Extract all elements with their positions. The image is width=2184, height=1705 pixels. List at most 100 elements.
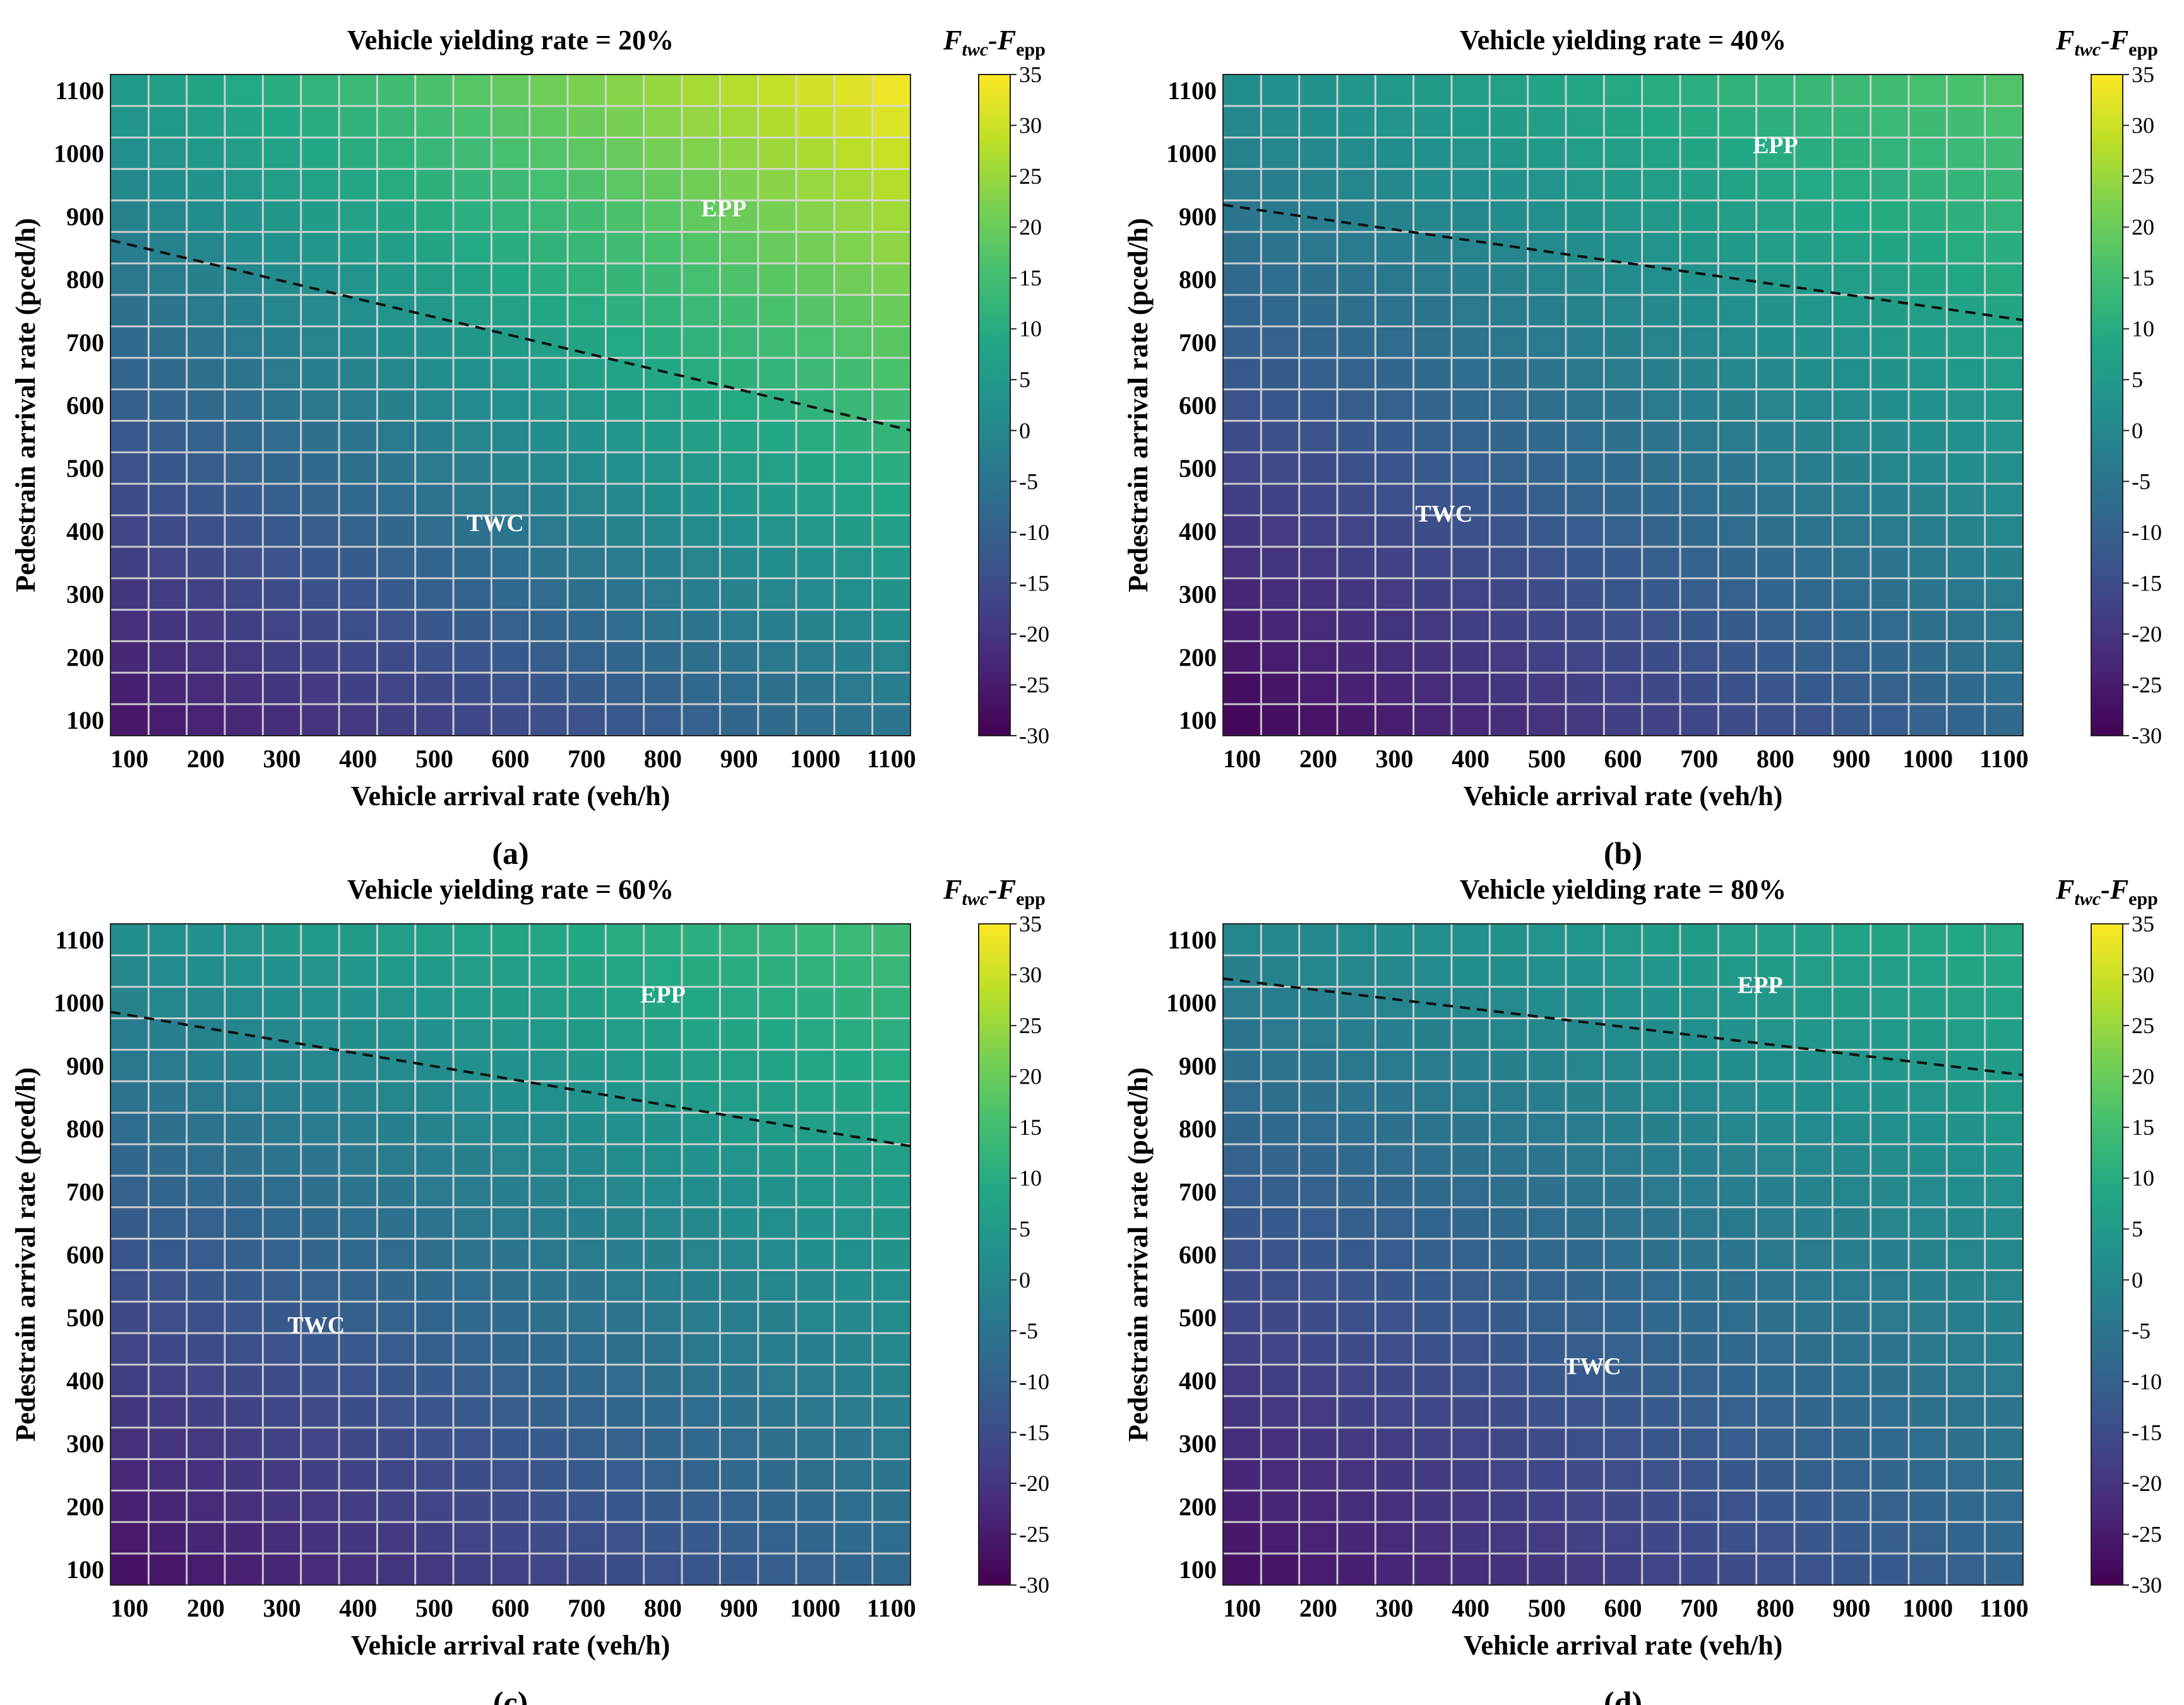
heatmap-cell — [1375, 263, 1414, 296]
heatmap-cell — [1413, 452, 1452, 484]
heatmap-cell — [606, 955, 645, 988]
heatmap-cell — [682, 1018, 720, 1051]
heatmap-cell — [415, 200, 454, 232]
heatmap-cell — [834, 1050, 873, 1082]
heatmap-cell — [415, 578, 454, 611]
heatmap-cell — [1413, 1175, 1452, 1208]
heatmap-cell — [453, 169, 492, 201]
heatmap-cell — [1413, 421, 1452, 453]
heatmap-cell — [1794, 1113, 1833, 1145]
x-tick-label: 600 — [1604, 1594, 1642, 1622]
heatmap-cell — [1947, 1175, 1986, 1208]
heatmap-cell — [1832, 1144, 1871, 1176]
heatmap-cell — [1680, 1459, 1719, 1492]
heatmap-cell — [1413, 546, 1452, 579]
heatmap-cell — [1909, 484, 1947, 516]
heatmap-cell — [1909, 1081, 1947, 1113]
heatmap-cell — [1452, 105, 1490, 138]
heatmap-cell — [1870, 200, 1909, 232]
heatmap-cell — [148, 105, 188, 138]
heatmap-cell — [1452, 955, 1490, 988]
heatmap-cell — [415, 389, 454, 422]
heatmap-cell — [1261, 326, 1300, 359]
x-tick-label: 400 — [339, 1594, 377, 1622]
heatmap-cell — [1642, 924, 1681, 956]
heatmap-cell — [1413, 1396, 1452, 1428]
heatmap-cell — [872, 1459, 911, 1492]
heatmap-cell — [415, 1018, 454, 1051]
heatmap-cell — [110, 1365, 149, 1397]
heatmap-cell — [1642, 295, 1681, 327]
heatmap-cell — [1299, 263, 1338, 296]
heatmap-cell — [1223, 1081, 1262, 1113]
heatmap-cell — [758, 1427, 797, 1460]
heatmap-cell — [339, 1490, 378, 1523]
heatmap-cell — [1452, 1396, 1490, 1428]
heatmap-cell — [1261, 169, 1300, 201]
heatmap-cell — [1984, 169, 2024, 201]
colorbar-title-f: F — [2055, 25, 2074, 56]
heatmap-cell — [1794, 1427, 1833, 1460]
heatmap-cell — [1489, 955, 1529, 988]
heatmap-cell — [186, 200, 225, 232]
heatmap-cell — [110, 673, 149, 705]
heatmap-cell — [186, 357, 225, 390]
heatmap-cell — [1718, 389, 1757, 422]
heatmap-cell — [682, 1050, 720, 1082]
heatmap-cell — [682, 1238, 720, 1271]
y-tick-label: 600 — [66, 392, 104, 420]
colorbar-tick-label: -10 — [2132, 520, 2162, 545]
heatmap-cell — [339, 421, 378, 453]
heatmap-cell — [1452, 1175, 1490, 1208]
heatmap-cell — [110, 1427, 149, 1460]
heatmap-cell — [186, 1396, 225, 1428]
heatmap-cell — [796, 1207, 835, 1240]
heatmap-cell — [1527, 1427, 1566, 1460]
heatmap-cell — [1261, 1081, 1300, 1113]
heatmap-cell — [1870, 1207, 1909, 1240]
colorbar-tick-label: -15 — [1019, 1420, 1049, 1445]
heatmap-cell — [1832, 515, 1871, 547]
heatmap-cell — [1680, 137, 1719, 170]
y-tick-label: 300 — [1179, 1430, 1217, 1458]
heatmap-cell — [568, 137, 606, 170]
heatmap-cell — [1756, 326, 1795, 359]
heatmap-cell — [453, 1333, 492, 1365]
heatmap-cell — [1604, 546, 1643, 579]
heatmap-cell — [186, 578, 225, 611]
heatmap-cell — [720, 1365, 759, 1397]
heatmap-cell — [1566, 169, 1604, 201]
heatmap-cell — [1489, 578, 1529, 611]
heatmap-cell — [1527, 1081, 1566, 1113]
heatmap-cell — [872, 1018, 911, 1051]
x-tick-label: 300 — [263, 1594, 301, 1622]
heatmap-cell — [1832, 924, 1871, 956]
heatmap-cell — [415, 484, 454, 516]
heatmap-cell — [1604, 421, 1643, 453]
heatmap-cell — [796, 1459, 835, 1492]
heatmap-cell — [1718, 1270, 1757, 1302]
heatmap-cell — [1527, 484, 1566, 516]
heatmap-cell — [415, 704, 454, 736]
heatmap-cell — [186, 137, 225, 170]
heatmap-cell — [339, 75, 378, 107]
heatmap-cell — [339, 137, 378, 170]
heatmap-cell — [606, 169, 645, 201]
heatmap-cell — [1642, 263, 1681, 296]
heatmap-cell — [643, 389, 683, 422]
heatmap-cell — [1375, 232, 1414, 264]
colorbar-tick-label: 15 — [1019, 265, 1042, 290]
heatmap-cell — [1984, 924, 2024, 956]
heatmap-cell — [1947, 105, 1986, 138]
heatmap-cell — [148, 1427, 188, 1460]
x-tick-label: 400 — [1452, 1594, 1489, 1622]
heatmap-cell — [491, 137, 530, 170]
heatmap-cell — [1337, 1018, 1376, 1051]
heatmap-cell — [1718, 1301, 1757, 1334]
heatmap-cell — [148, 169, 188, 201]
heatmap-cell — [568, 1018, 606, 1051]
heatmap-cell — [872, 515, 911, 547]
heatmap-cell — [606, 1365, 645, 1397]
colorbar-tick-label: -30 — [2132, 723, 2162, 748]
heatmap-cell — [1794, 1333, 1833, 1365]
